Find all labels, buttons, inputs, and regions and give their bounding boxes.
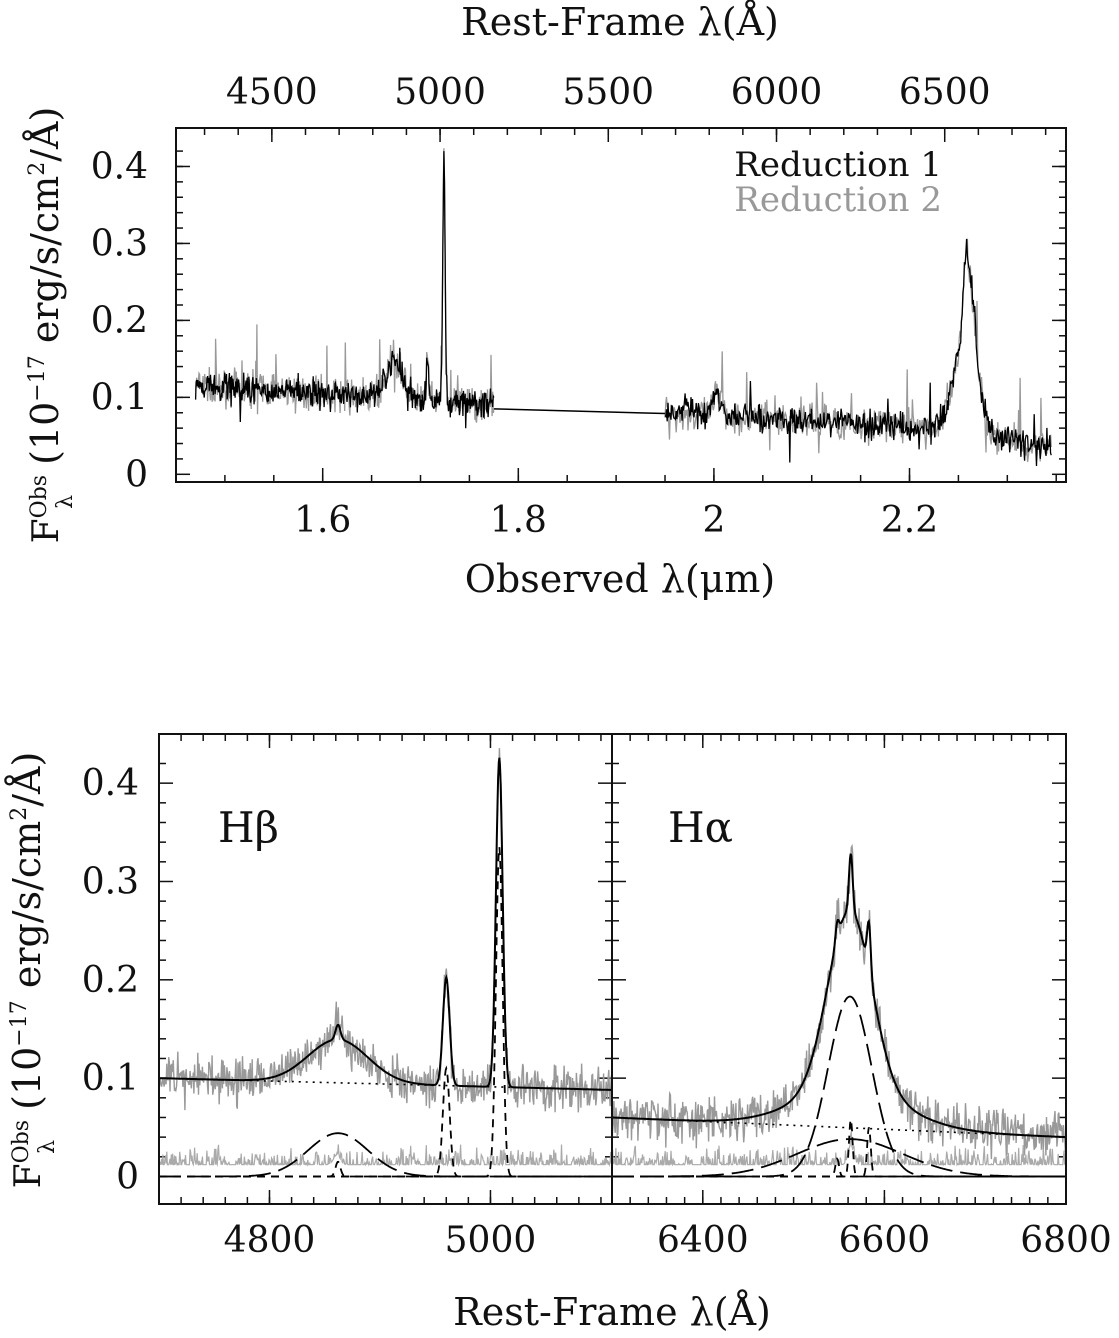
bottom-y-axis-title: FObsλ (10−17 erg/s/cm2/Å) (5, 752, 60, 1189)
observed-tick-labels: 1.6 1.8 2 2.2 (294, 500, 938, 541)
top-plot-frame (175, 127, 1067, 483)
x-tick-label: 6600 (839, 1220, 931, 1261)
y-tick-label: 0 (125, 454, 148, 495)
x-tick-label: 6800 (1020, 1220, 1112, 1261)
x-tick-label: 2.2 (881, 500, 938, 541)
observed-spectrum (611, 843, 1067, 1160)
top-tick-label: 4500 (226, 72, 318, 113)
reduction-2-spectrum (194, 148, 495, 423)
residual-spectrum (611, 1131, 1067, 1168)
halpha-panel-ticks (611, 734, 1067, 1204)
observed-spectrum-panel: Rest-Frame λ(Å) 4500 5000 5500 6000 6500 1.6… (23, 0, 1067, 601)
rest-frame-tick-labels: 4500 5000 5500 6000 6500 (226, 72, 991, 113)
observed-axis-title: Observed λ(μm) (465, 557, 775, 601)
top-tick-label: 5500 (562, 72, 654, 113)
broad-component-fit (159, 1132, 612, 1178)
broad-component-fit (612, 995, 1066, 1178)
x-tick-label: 6400 (657, 1220, 749, 1261)
bottom-x-axis-title: Rest-Frame λ(Å) (453, 1290, 771, 1334)
bottom-y-tick-labels: 0 0.1 0.2 0.3 0.4 (82, 763, 139, 1197)
y-tick-label: 0.4 (91, 146, 148, 187)
x-tick-label: 1.8 (490, 500, 547, 541)
top-tick-label: 6000 (731, 72, 823, 113)
top-y-axis-title: FObsλ (10−17 erg/s/cm2/Å) (23, 107, 78, 544)
y-tick-label: 0.2 (82, 960, 139, 1001)
hbeta-label: Hβ (218, 803, 279, 852)
x-tick-label: 1.6 (294, 500, 351, 541)
svg-text:FObsλ (10−17 erg/s/cm2/Å): FObsλ (10−17 erg/s/cm2/Å) (23, 107, 78, 544)
svg-text:FObsλ (10−17 erg/s/cm2/Å): FObsλ (10−17 erg/s/cm2/Å) (5, 752, 60, 1189)
hbeta-x-tick-labels: 4800 5000 (224, 1220, 537, 1261)
top-tick-label: 6500 (899, 72, 991, 113)
top-panel-spectra (194, 148, 1052, 467)
top-panel-ticks (176, 128, 1066, 482)
y-tick-label: 0 (116, 1156, 139, 1197)
line-fit-panels: 4800 5000 6400 6600 6800 0 0.1 0.2 0.3 0.4 Hβ H… (5, 733, 1112, 1334)
y-tick-label: 0.3 (82, 861, 139, 902)
halpha-label: Hα (668, 803, 733, 852)
total-fit (612, 853, 1066, 1139)
halpha-x-tick-labels: 6400 6600 6800 (657, 1220, 1112, 1261)
narrow-component-fit (612, 1157, 1066, 1178)
top-tick-label: 5000 (394, 72, 486, 113)
residual-spectrum (159, 1144, 613, 1168)
legend: Reduction 1 Reduction 2 (734, 145, 942, 220)
gap-interpolation-line (493, 408, 666, 415)
broad-component-fit (612, 1138, 1066, 1178)
narrow-component-fit (612, 1127, 1066, 1178)
legend-reduction-2: Reduction 2 (734, 180, 942, 220)
y-tick-label: 0.4 (82, 763, 139, 804)
y-tick-label: 0.2 (91, 300, 148, 341)
reduction-1-spectrum (664, 238, 1052, 467)
continuum-fit (612, 1116, 1066, 1138)
hbeta-panel-ticks (158, 734, 612, 1204)
y-tick-label: 0.3 (91, 223, 148, 264)
legend-reduction-1: Reduction 1 (734, 145, 942, 185)
top-y-tick-labels: 0 0.1 0.2 0.3 0.4 (91, 146, 148, 495)
y-tick-label: 0.1 (91, 377, 148, 418)
narrow-component-fit (159, 847, 612, 1178)
x-tick-label: 2 (702, 500, 725, 541)
halpha-plot-frame (611, 733, 1067, 1205)
y-tick-label: 0.1 (82, 1058, 139, 1099)
x-tick-label: 5000 (445, 1220, 537, 1261)
top-axis-title: Rest-Frame λ(Å) (461, 0, 779, 44)
hbeta-fit-curves (158, 748, 613, 1178)
reduction-2-spectrum (664, 238, 1052, 462)
total-fit (158, 757, 612, 1091)
reduction-1-spectrum (194, 151, 495, 429)
x-tick-label: 4800 (224, 1220, 316, 1261)
observed-spectrum (158, 748, 613, 1113)
halpha-fit-curves (611, 843, 1067, 1178)
